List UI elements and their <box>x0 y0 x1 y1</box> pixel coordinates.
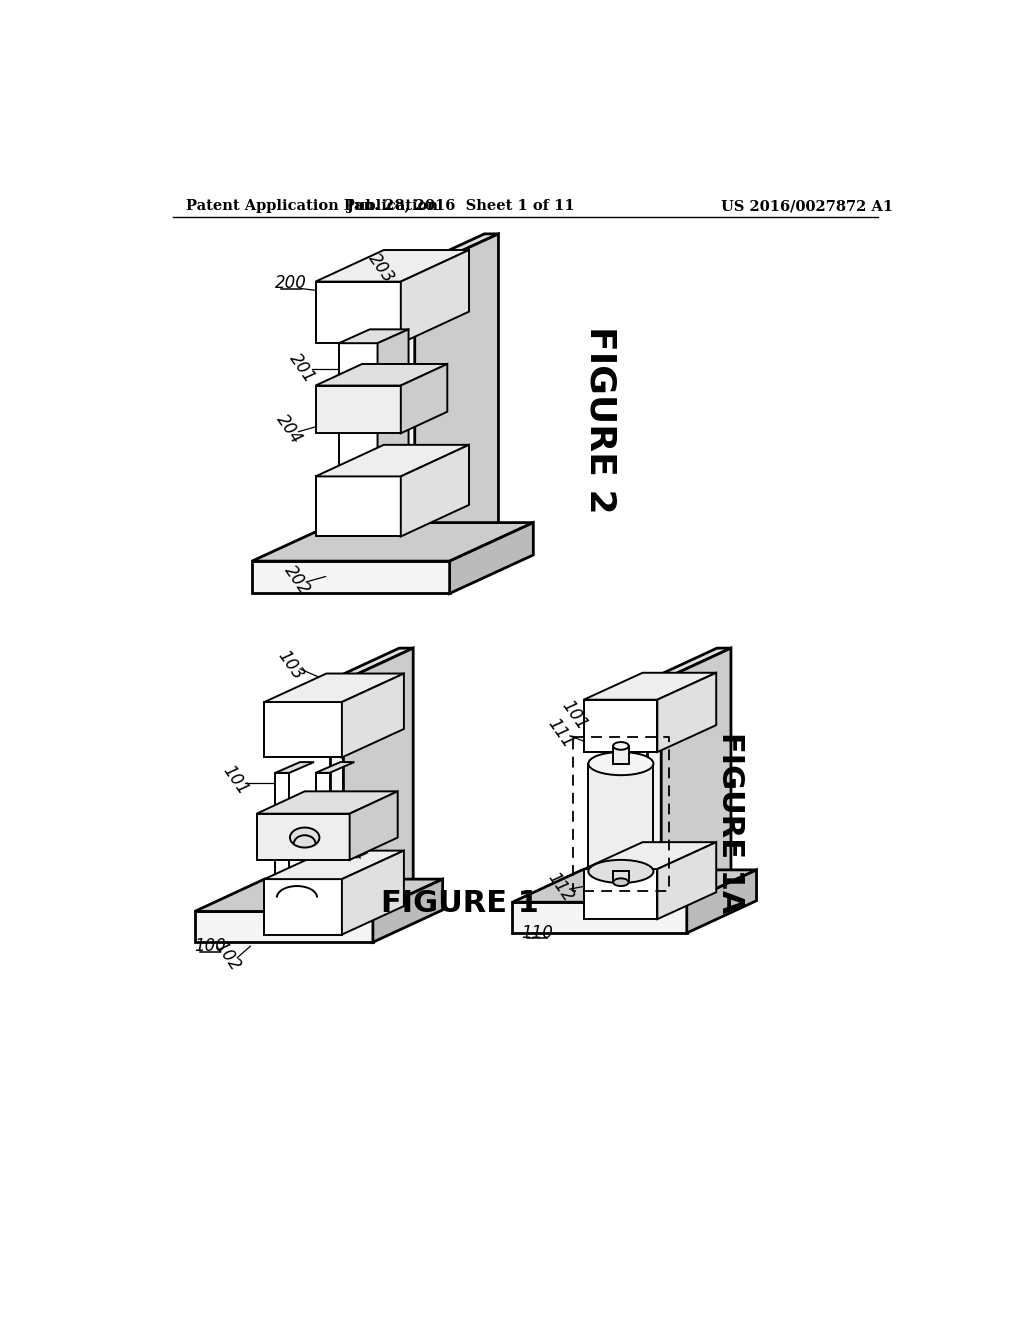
Polygon shape <box>657 842 716 919</box>
Text: FIGURE 1: FIGURE 1 <box>381 890 539 919</box>
Text: 111: 111 <box>544 714 577 751</box>
Polygon shape <box>512 903 687 933</box>
Polygon shape <box>349 792 397 859</box>
Polygon shape <box>584 842 716 869</box>
Polygon shape <box>657 673 716 752</box>
Polygon shape <box>378 416 409 479</box>
Polygon shape <box>315 364 447 385</box>
Text: Patent Application Publication: Patent Application Publication <box>186 199 438 213</box>
Polygon shape <box>662 648 731 919</box>
Polygon shape <box>512 870 757 903</box>
Text: 102: 102 <box>211 939 244 974</box>
Polygon shape <box>252 523 534 561</box>
Polygon shape <box>373 879 442 942</box>
Polygon shape <box>400 234 499 272</box>
Polygon shape <box>647 681 662 919</box>
Polygon shape <box>343 648 414 927</box>
Text: 202: 202 <box>281 562 313 598</box>
Polygon shape <box>315 855 330 898</box>
Ellipse shape <box>290 828 319 847</box>
Polygon shape <box>264 673 403 702</box>
Polygon shape <box>339 343 378 396</box>
Polygon shape <box>275 855 289 898</box>
Polygon shape <box>252 561 450 594</box>
Polygon shape <box>584 700 657 752</box>
Text: 100: 100 <box>195 937 226 956</box>
Text: FIGURE 1A: FIGURE 1A <box>717 733 745 913</box>
Polygon shape <box>647 648 731 681</box>
Polygon shape <box>264 702 342 758</box>
Polygon shape <box>330 681 343 927</box>
Polygon shape <box>400 272 415 581</box>
Ellipse shape <box>613 742 629 750</box>
Polygon shape <box>275 762 314 774</box>
Text: 203: 203 <box>365 251 398 286</box>
Text: Jan. 28, 2016  Sheet 1 of 11: Jan. 28, 2016 Sheet 1 of 11 <box>347 199 575 213</box>
Polygon shape <box>342 673 403 758</box>
Polygon shape <box>339 429 378 479</box>
Polygon shape <box>589 763 653 871</box>
Text: 201: 201 <box>286 350 318 385</box>
Text: 101: 101 <box>558 697 591 734</box>
Polygon shape <box>315 762 354 774</box>
Polygon shape <box>257 813 349 859</box>
Text: FIGURE 2: FIGURE 2 <box>584 326 617 513</box>
Polygon shape <box>400 364 447 433</box>
Polygon shape <box>264 879 342 935</box>
Text: 104: 104 <box>336 828 370 865</box>
Polygon shape <box>315 249 469 281</box>
Polygon shape <box>613 746 629 763</box>
Text: 200: 200 <box>274 275 306 292</box>
Polygon shape <box>315 445 469 477</box>
Polygon shape <box>195 911 373 942</box>
Text: 112: 112 <box>544 869 577 906</box>
Polygon shape <box>584 869 657 919</box>
Polygon shape <box>342 850 403 935</box>
Text: 101: 101 <box>218 763 252 799</box>
Polygon shape <box>315 281 400 343</box>
Polygon shape <box>257 792 397 813</box>
Polygon shape <box>400 249 469 343</box>
Polygon shape <box>400 445 469 536</box>
Polygon shape <box>339 330 409 343</box>
Text: 204: 204 <box>272 412 306 447</box>
Polygon shape <box>613 871 629 882</box>
Text: US 2016/0027872 A1: US 2016/0027872 A1 <box>721 199 893 213</box>
Polygon shape <box>330 648 414 681</box>
Polygon shape <box>415 234 499 581</box>
Text: 110: 110 <box>521 924 553 942</box>
Polygon shape <box>378 330 409 396</box>
Ellipse shape <box>613 878 629 886</box>
Polygon shape <box>289 810 315 818</box>
Polygon shape <box>450 523 534 594</box>
Polygon shape <box>584 673 716 700</box>
Polygon shape <box>275 774 289 818</box>
Ellipse shape <box>589 859 653 883</box>
Polygon shape <box>315 477 400 536</box>
Polygon shape <box>339 416 409 429</box>
Ellipse shape <box>589 752 653 775</box>
Polygon shape <box>687 870 757 933</box>
Polygon shape <box>315 774 330 818</box>
Polygon shape <box>264 850 403 879</box>
Polygon shape <box>315 385 400 433</box>
Polygon shape <box>195 879 442 911</box>
Text: 103: 103 <box>274 647 307 684</box>
